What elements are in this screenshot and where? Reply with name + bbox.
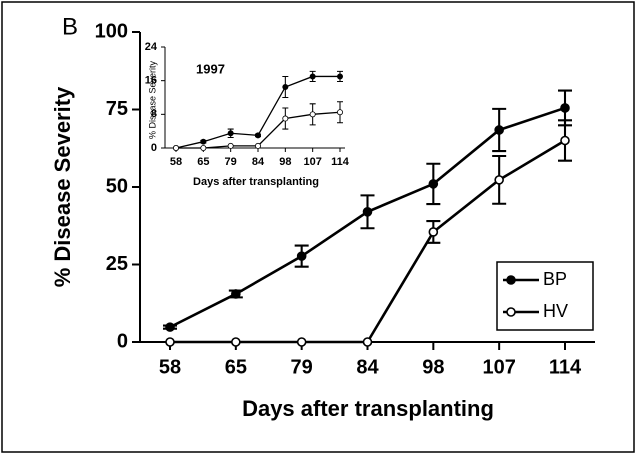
point [165, 337, 175, 347]
y-tick-label: 8 [151, 108, 157, 120]
point [200, 138, 207, 145]
y-tick-label: 25 [106, 253, 128, 275]
y-tick-label: 100 [95, 20, 128, 42]
point [282, 115, 289, 122]
panel-label: B [62, 13, 78, 40]
legend-marker [506, 307, 516, 317]
legend-label: BP [543, 269, 567, 289]
point [428, 179, 439, 189]
inset-annotation: 1997 [196, 61, 225, 76]
point [227, 130, 234, 137]
x-tick-label: 114 [549, 356, 582, 378]
point [362, 207, 373, 217]
x-tick-label: 58 [170, 156, 182, 168]
point [200, 144, 207, 151]
x-tick-label: 98 [422, 356, 444, 378]
point [296, 251, 307, 261]
point [227, 142, 234, 149]
point [296, 337, 307, 347]
point [560, 103, 570, 113]
x-tick-label: 65 [197, 156, 209, 168]
point [309, 111, 316, 118]
x-tick-label: 58 [159, 356, 181, 378]
legend-label: HV [543, 301, 568, 321]
x-tick-label: 84 [356, 356, 379, 378]
point [309, 73, 316, 80]
point [428, 227, 439, 237]
point [282, 83, 289, 90]
x-tick-label: 79 [225, 156, 237, 168]
point [254, 132, 261, 139]
point [254, 142, 261, 149]
x-tick-label: 98 [279, 156, 291, 168]
point [165, 322, 175, 332]
y-axis-title: % Disease Severity [50, 86, 75, 287]
legend-marker [506, 275, 516, 285]
y-tick-label: 75 [106, 98, 128, 120]
y-tick-label: 24 [145, 41, 158, 53]
inset-x-axis-title: Days after transplanting [193, 176, 319, 188]
x-tick-label: 107 [303, 156, 321, 168]
point [172, 144, 179, 151]
x-axis-title: Days after transplanting [242, 396, 494, 421]
point [231, 337, 241, 347]
point [336, 73, 343, 80]
y-tick-label: 50 [106, 175, 128, 197]
legend-box [496, 261, 594, 331]
point [494, 125, 504, 135]
point [336, 109, 343, 116]
x-tick-label: 84 [252, 156, 265, 168]
y-tick-label: 0 [151, 142, 157, 154]
point [560, 135, 570, 146]
y-tick-label: 0 [117, 330, 128, 352]
inset-y-axis-title: % Disease Severity [147, 60, 157, 139]
point [494, 175, 504, 185]
x-tick-label: 114 [331, 156, 350, 168]
point [362, 337, 373, 347]
y-tick-label: 16 [145, 75, 157, 87]
point [231, 289, 241, 299]
x-tick-label: 65 [225, 356, 247, 378]
x-tick-label: 107 [482, 356, 515, 378]
x-tick-label: 79 [291, 356, 313, 378]
